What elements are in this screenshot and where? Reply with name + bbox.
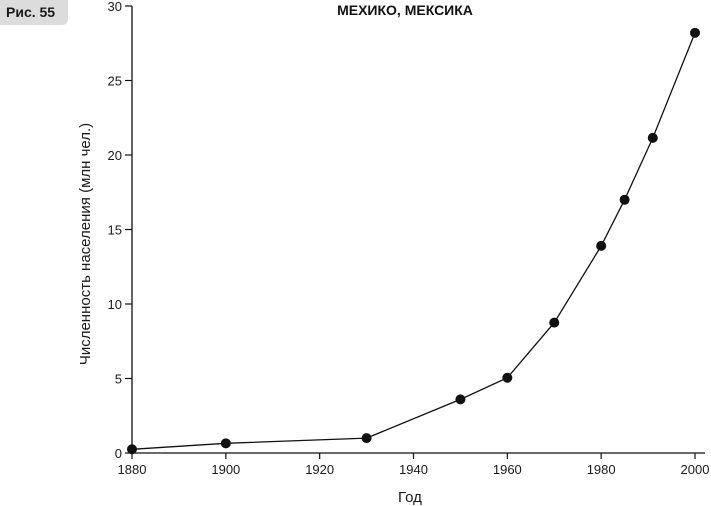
- data-point: [619, 194, 630, 205]
- data-point: [596, 240, 607, 251]
- x-axis-ticks: 1880 1900 1920 1940 1960 1980 2000: [118, 453, 710, 477]
- data-point: [361, 433, 372, 444]
- y-tick-label: 30: [108, 0, 122, 14]
- y-tick-label: 20: [108, 148, 122, 163]
- x-tick-label: 1900: [211, 462, 240, 477]
- chart-title: МЕХИКО, МЕКСИКА: [337, 2, 473, 18]
- x-tick-label: 1940: [399, 462, 428, 477]
- series-line: [131, 32, 696, 450]
- series-population: [127, 27, 700, 455]
- y-tick-label: 5: [115, 372, 122, 387]
- x-tick-label: 1960: [493, 462, 522, 477]
- x-axis-title: Год: [398, 489, 422, 506]
- y-tick-label: 0: [115, 446, 122, 461]
- data-point: [647, 132, 658, 143]
- y-tick-label: 25: [108, 74, 122, 89]
- data-point: [220, 438, 231, 449]
- x-tick-label: 1920: [305, 462, 334, 477]
- data-point: [549, 317, 560, 328]
- x-tick-label: 1980: [587, 462, 616, 477]
- data-point: [127, 444, 137, 455]
- y-tick-label: 10: [108, 297, 122, 312]
- y-axis-ticks: 0 5 10 15 20 25 30: [108, 0, 132, 461]
- y-tick-label: 15: [108, 223, 122, 238]
- y-axis-title: Численность населения (млн чел.): [77, 123, 94, 365]
- x-tick-label: 1880: [118, 462, 147, 477]
- data-point: [502, 372, 513, 383]
- data-point: [455, 394, 466, 405]
- figure-label: Рис. 55: [0, 0, 68, 25]
- x-tick-label: 2000: [681, 462, 710, 477]
- data-point: [690, 27, 700, 38]
